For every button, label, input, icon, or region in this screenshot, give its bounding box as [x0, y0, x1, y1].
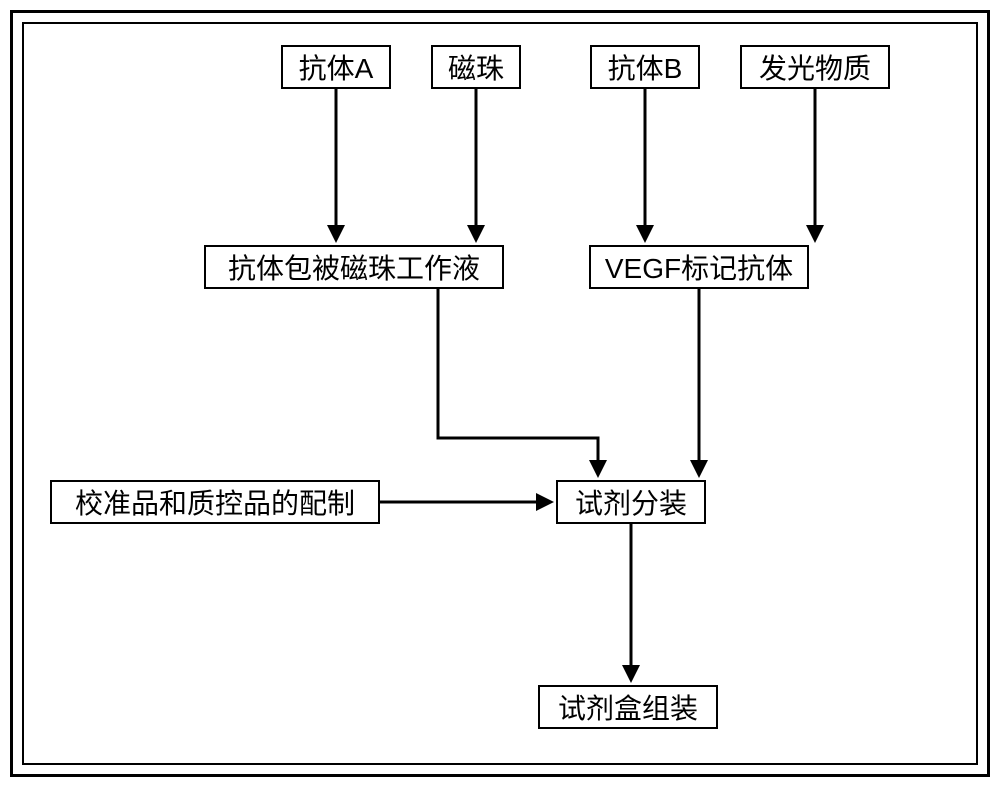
node-label: 抗体B — [608, 47, 683, 87]
node-vegf: VEGF标记抗体 — [589, 245, 809, 289]
node-label: 试剂分装 — [575, 482, 687, 522]
node-label: 发光物质 — [759, 47, 871, 87]
node-aliquot: 试剂分装 — [556, 480, 706, 524]
node-antibody-b: 抗体B — [590, 45, 700, 89]
node-kit-assembly: 试剂盒组装 — [538, 685, 718, 729]
node-label: VEGF标记抗体 — [605, 247, 793, 287]
node-beads: 磁珠 — [431, 45, 521, 89]
node-label: 抗体包被磁珠工作液 — [228, 247, 480, 287]
node-antibody-a: 抗体A — [281, 45, 391, 89]
inner-frame — [22, 22, 978, 765]
node-calibration: 校准品和质控品的配制 — [50, 480, 380, 524]
node-label: 校准品和质控品的配制 — [75, 482, 355, 522]
node-label: 试剂盒组装 — [558, 687, 698, 727]
node-label: 磁珠 — [448, 47, 504, 87]
node-luminescent: 发光物质 — [740, 45, 890, 89]
node-label: 抗体A — [299, 47, 374, 87]
node-coated: 抗体包被磁珠工作液 — [204, 245, 504, 289]
